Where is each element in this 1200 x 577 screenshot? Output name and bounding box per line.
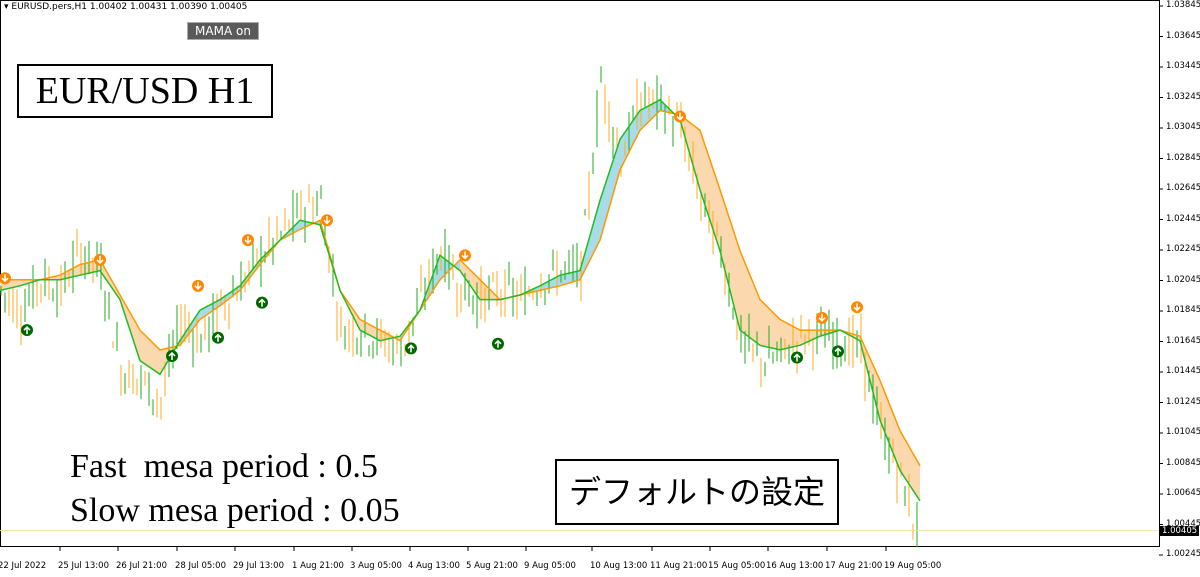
arrow-glyph [676, 112, 684, 121]
y-tick-label: 1.02445 [1166, 213, 1200, 224]
band-fill [880, 380, 900, 471]
mama-toggle-button[interactable]: MAMA on [187, 22, 259, 40]
x-tick-label: 28 Jul 05:00 [175, 561, 226, 571]
y-tick-label: 1.01445 [1166, 366, 1200, 376]
y-tick-label: 1.01045 [1166, 427, 1200, 437]
symbol-info-text: EURUSD.pers,H1 1.00402 1.00431 1.00390 1… [11, 2, 248, 12]
arrow-glyph [323, 216, 331, 225]
arrow-glyph [244, 236, 252, 245]
x-tick-label: 26 Jul 21:00 [116, 561, 167, 571]
arrow-glyph [1, 274, 9, 283]
x-tick-label: 9 Aug 05:00 [524, 561, 576, 571]
x-tick-label: 19 Aug 05:00 [884, 561, 942, 571]
y-tick-label: 1.00845 [1166, 457, 1200, 468]
y-tick-label: 1.02845 [1166, 152, 1200, 163]
arrow-glyph [494, 339, 502, 348]
arrow-glyph [818, 313, 826, 322]
x-tick-label: 10 Aug 13:00 [590, 561, 648, 571]
x-tick-label: 11 Aug 21:00 [650, 561, 708, 571]
y-tick-label: 1.02245 [1166, 244, 1200, 254]
y-tick-label: 1.03445 [1166, 61, 1200, 71]
band-fill [740, 250, 760, 346]
band-fill [720, 189, 740, 331]
x-tick-label: 16 Aug 13:00 [766, 561, 824, 571]
x-tick-label: 15 Aug 05:00 [708, 561, 766, 571]
collapse-triangle-icon[interactable]: ▾ [4, 2, 9, 12]
y-tick-label: 1.02645 [1166, 183, 1200, 193]
arrow-glyph [194, 281, 202, 290]
arrow-glyph [407, 344, 415, 353]
band-fill [460, 259, 480, 300]
band-fill [600, 139, 620, 241]
x-tick-label: 4 Aug 13:00 [408, 561, 460, 571]
arrow-glyph [258, 298, 266, 307]
fast-mesa-label: Fast mesa period : 0.5 [70, 448, 378, 485]
y-tick-label: 1.03045 [1166, 122, 1200, 132]
slow-mesa-label: Slow mesa period : 0.05 [70, 492, 400, 529]
arrow-glyph [96, 255, 104, 264]
y-tick-label: 1.00245 [1166, 549, 1200, 559]
current-price-label: 1.00405 [1160, 526, 1200, 536]
x-tick-label: 25 Jul 13:00 [58, 561, 109, 571]
y-tick-label: 1.01645 [1166, 335, 1200, 346]
y-tick-label: 1.02045 [1166, 274, 1200, 285]
y-tick-label: 1.00645 [1166, 488, 1200, 498]
band-fill [700, 130, 720, 251]
y-tick-label: 1.01845 [1166, 305, 1200, 315]
y-tick-label: 1.03645 [1166, 30, 1200, 41]
x-tick-label: 17 Aug 21:00 [825, 561, 883, 571]
y-tick-label: 1.03845 [1166, 0, 1200, 10]
fama-line [0, 109, 921, 467]
y-tick-label: 1.01245 [1166, 396, 1200, 407]
arrow-glyph [214, 333, 222, 342]
arrow-glyph [853, 303, 861, 312]
arrow-glyph [23, 326, 31, 335]
band-fill [200, 299, 220, 320]
x-tick-label: 3 Aug 05:00 [350, 561, 402, 571]
x-tick-label: 5 Aug 21:00 [466, 561, 518, 571]
band-fill [760, 299, 780, 350]
x-tick-label: 1 Aug 21:00 [292, 561, 344, 571]
arrow-glyph [168, 351, 176, 360]
chart-title-label: EUR/USD H1 [17, 64, 273, 118]
x-tick-label: 29 Jul 13:00 [233, 561, 284, 571]
x-tick-label: 22 Jul 2022 [0, 561, 47, 571]
y-tick-label: 1.00445 [1166, 518, 1200, 529]
band-fill [640, 99, 660, 131]
y-tick-label: 1.03245 [1166, 91, 1200, 102]
arrow-glyph [793, 353, 801, 362]
band-fill [900, 430, 920, 501]
symbol-info: ▾ EURUSD.pers,H1 1.00402 1.00431 1.00390… [4, 2, 247, 12]
arrow-glyph [834, 347, 842, 356]
default-settings-label: デフォルトの設定 [555, 459, 839, 525]
arrow-glyph [461, 251, 469, 260]
mama-line [0, 98, 921, 502]
